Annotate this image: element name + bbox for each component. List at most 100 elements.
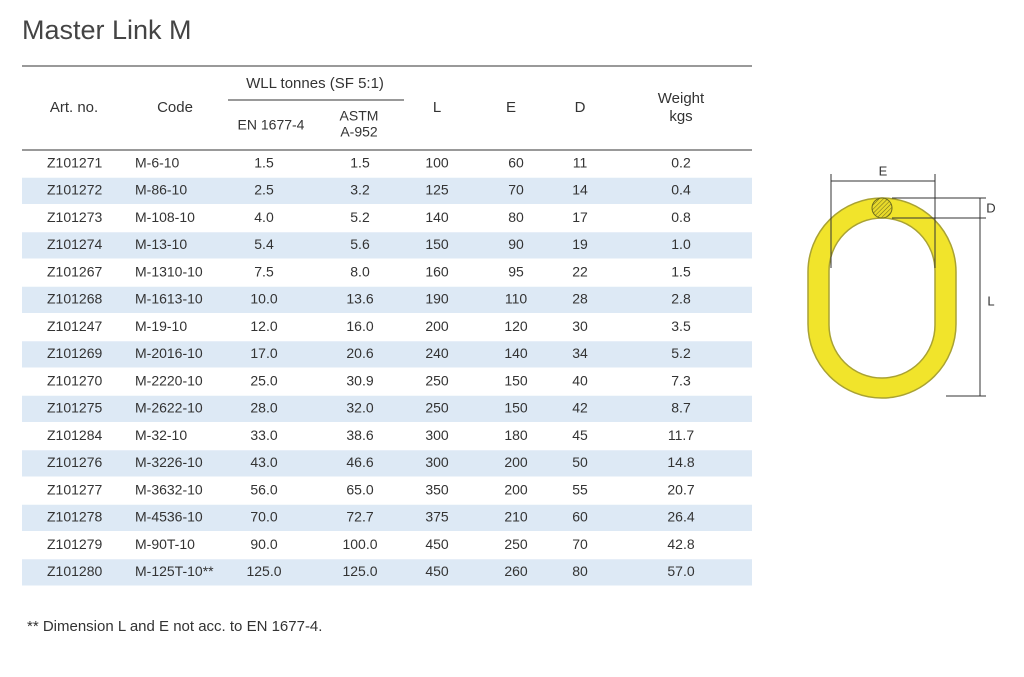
- dim-label: D: [986, 200, 995, 215]
- cell: 190: [425, 291, 449, 307]
- cell: 28: [572, 291, 588, 307]
- cell: 350: [425, 481, 449, 497]
- cell: 300: [425, 427, 449, 443]
- header: ASTM: [340, 108, 379, 124]
- cell: 160: [425, 263, 449, 279]
- cell: M-108-10: [135, 209, 195, 225]
- cell: M-2622-10: [135, 400, 203, 416]
- cell: 100.0: [342, 536, 377, 552]
- cell: Z101284: [47, 427, 102, 443]
- cell: 5.4: [254, 236, 274, 252]
- cell: 80: [572, 563, 588, 579]
- cell: 5.2: [350, 209, 370, 225]
- row-band: [22, 450, 752, 477]
- cell: 3.2: [350, 182, 370, 198]
- cell: 46.6: [346, 454, 373, 470]
- cell: 100: [425, 154, 449, 170]
- cell: 70: [508, 182, 524, 198]
- cell: 150: [504, 400, 528, 416]
- link-ring: [807, 197, 957, 399]
- cell: 260: [504, 563, 528, 579]
- cell: 38.6: [346, 427, 373, 443]
- cell: 33.0: [250, 427, 277, 443]
- cell: 8.0: [350, 263, 370, 279]
- cell: 17: [572, 209, 588, 225]
- cell: 70.0: [250, 509, 277, 525]
- cell: M-1310-10: [135, 263, 203, 279]
- cell: M-3632-10: [135, 481, 203, 497]
- table-body: Z101271 M-6-10 1.5 1.5 100 60 11 0.2 Z101272 M-86…: [22, 154, 752, 586]
- cell: Z101279: [47, 536, 102, 552]
- cell: 8.7: [671, 400, 691, 416]
- cell: 125.0: [342, 563, 377, 579]
- cell: Z101277: [47, 481, 102, 497]
- cell: 55: [572, 481, 588, 497]
- cell: 43.0: [250, 454, 277, 470]
- cell: Z101278: [47, 509, 102, 525]
- cell: 20.7: [667, 481, 694, 497]
- cell: 1.5: [350, 154, 370, 170]
- cell: 200: [504, 481, 528, 497]
- cell: 4.0: [254, 209, 274, 225]
- cell: 125: [425, 182, 449, 198]
- header: WLL tonnes (SF 5:1): [246, 75, 384, 92]
- cell: 12.0: [250, 318, 277, 334]
- cell: 110: [505, 291, 528, 307]
- cell: 90.0: [250, 536, 277, 552]
- cell: 150: [504, 372, 528, 388]
- cell: 150: [425, 236, 449, 252]
- cell: 125.0: [246, 563, 281, 579]
- cell: 20.6: [346, 345, 373, 361]
- cell: 60: [508, 154, 524, 170]
- cell: Z101269: [47, 345, 102, 361]
- cell: 42: [572, 400, 588, 416]
- cell: Z101274: [47, 236, 102, 252]
- title: Master Link M: [22, 15, 192, 45]
- cell: 140: [504, 345, 528, 361]
- row-band: [22, 286, 752, 313]
- cell: 180: [504, 427, 528, 443]
- cell: M-1613-10: [135, 291, 203, 307]
- cell: 250: [504, 536, 528, 552]
- cell: 5.6: [350, 236, 370, 252]
- cell: 95: [508, 263, 524, 279]
- cell: 375: [425, 509, 449, 525]
- cell: M-13-10: [135, 236, 187, 252]
- cell: 0.8: [671, 209, 691, 225]
- row-band: [22, 177, 752, 204]
- cell: 14: [572, 182, 588, 198]
- cell: 0.2: [671, 154, 691, 170]
- cell: Z101280: [47, 563, 102, 579]
- cell: 2.5: [254, 182, 274, 198]
- cell: 120: [504, 318, 528, 334]
- cell: 50: [572, 454, 588, 470]
- cell: M-86-10: [135, 182, 187, 198]
- cell: Z101275: [47, 400, 102, 416]
- cell: Z101276: [47, 454, 102, 470]
- cell: 45: [572, 427, 588, 443]
- cell: 32.0: [346, 400, 373, 416]
- cell: 240: [425, 345, 449, 361]
- cell: 200: [504, 454, 528, 470]
- cell: 11: [573, 154, 588, 170]
- cell: 28.0: [250, 400, 277, 416]
- header: Art. no.: [50, 99, 98, 116]
- header: kgs: [669, 108, 692, 125]
- row-band: [22, 395, 752, 422]
- cell: 72.7: [346, 509, 373, 525]
- cell: Z101267: [47, 263, 102, 279]
- header: D: [575, 99, 586, 116]
- cell: 57.0: [667, 563, 694, 579]
- header: A-952: [340, 124, 378, 140]
- cross-section: [871, 197, 893, 219]
- cell: M-6-10: [135, 154, 180, 170]
- footnote: ** Dimension L and E not acc. to EN 1677…: [27, 618, 322, 635]
- cell: 70: [572, 536, 588, 552]
- row-band: [22, 341, 752, 368]
- dim-label: E: [879, 163, 888, 178]
- cell: 13.6: [346, 291, 373, 307]
- cell: 250: [425, 400, 449, 416]
- header: EN 1677-4: [238, 117, 305, 133]
- cell: Z101271: [47, 154, 102, 170]
- cell: 1.5: [671, 263, 691, 279]
